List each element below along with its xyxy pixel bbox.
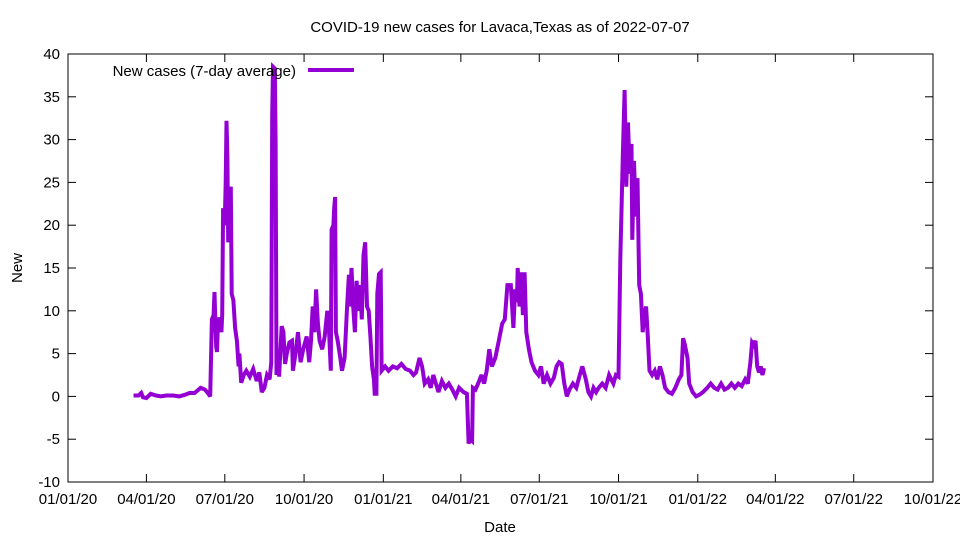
y-tick-label: -10 (38, 474, 60, 491)
x-tick-label: 01/01/22 (669, 491, 727, 508)
y-tick-label: 0 (52, 388, 60, 405)
chart-title: COVID-19 new cases for Lavaca,Texas as o… (310, 19, 689, 36)
x-tick-label: 10/01/22 (904, 491, 960, 508)
legend-label: New cases (7-day average) (113, 63, 296, 80)
series-layer (133, 62, 767, 446)
x-tick-label: 04/01/20 (117, 491, 175, 508)
y-tick-label: 15 (43, 260, 60, 277)
x-tick-label: 04/01/21 (432, 491, 490, 508)
y-tick-label: 5 (52, 346, 60, 363)
x-tick-label: 10/01/20 (275, 491, 333, 508)
x-tick-label: 07/01/20 (196, 491, 254, 508)
y-tick-label: 20 (43, 217, 60, 234)
y-tick-label: 25 (43, 174, 60, 191)
plot-frame (67, 53, 934, 483)
x-axis-label: Date (484, 519, 516, 536)
y-tick-label: 40 (43, 46, 60, 63)
y-axis-label: New (9, 253, 26, 283)
axes: -10 -5 0 5 10 15 20 25 30 35 40 01/01/20 04/01/20 07/… (38, 46, 960, 508)
legend: New cases (7-day average) (113, 63, 354, 80)
x-tick-label: 04/01/22 (746, 491, 804, 508)
y-tick-label: 35 (43, 89, 60, 106)
x-tick-label: 01/01/21 (354, 491, 412, 508)
x-tick-label: 01/01/20 (39, 491, 97, 508)
y-tick-label: -5 (47, 431, 60, 448)
x-tick-label: 10/01/21 (589, 491, 647, 508)
y-tick-label: 30 (43, 132, 60, 149)
series-line (133, 62, 767, 446)
y-tick-label: 10 (43, 303, 60, 320)
x-tick-label: 07/01/22 (825, 491, 883, 508)
x-tick-label: 07/01/21 (510, 491, 568, 508)
